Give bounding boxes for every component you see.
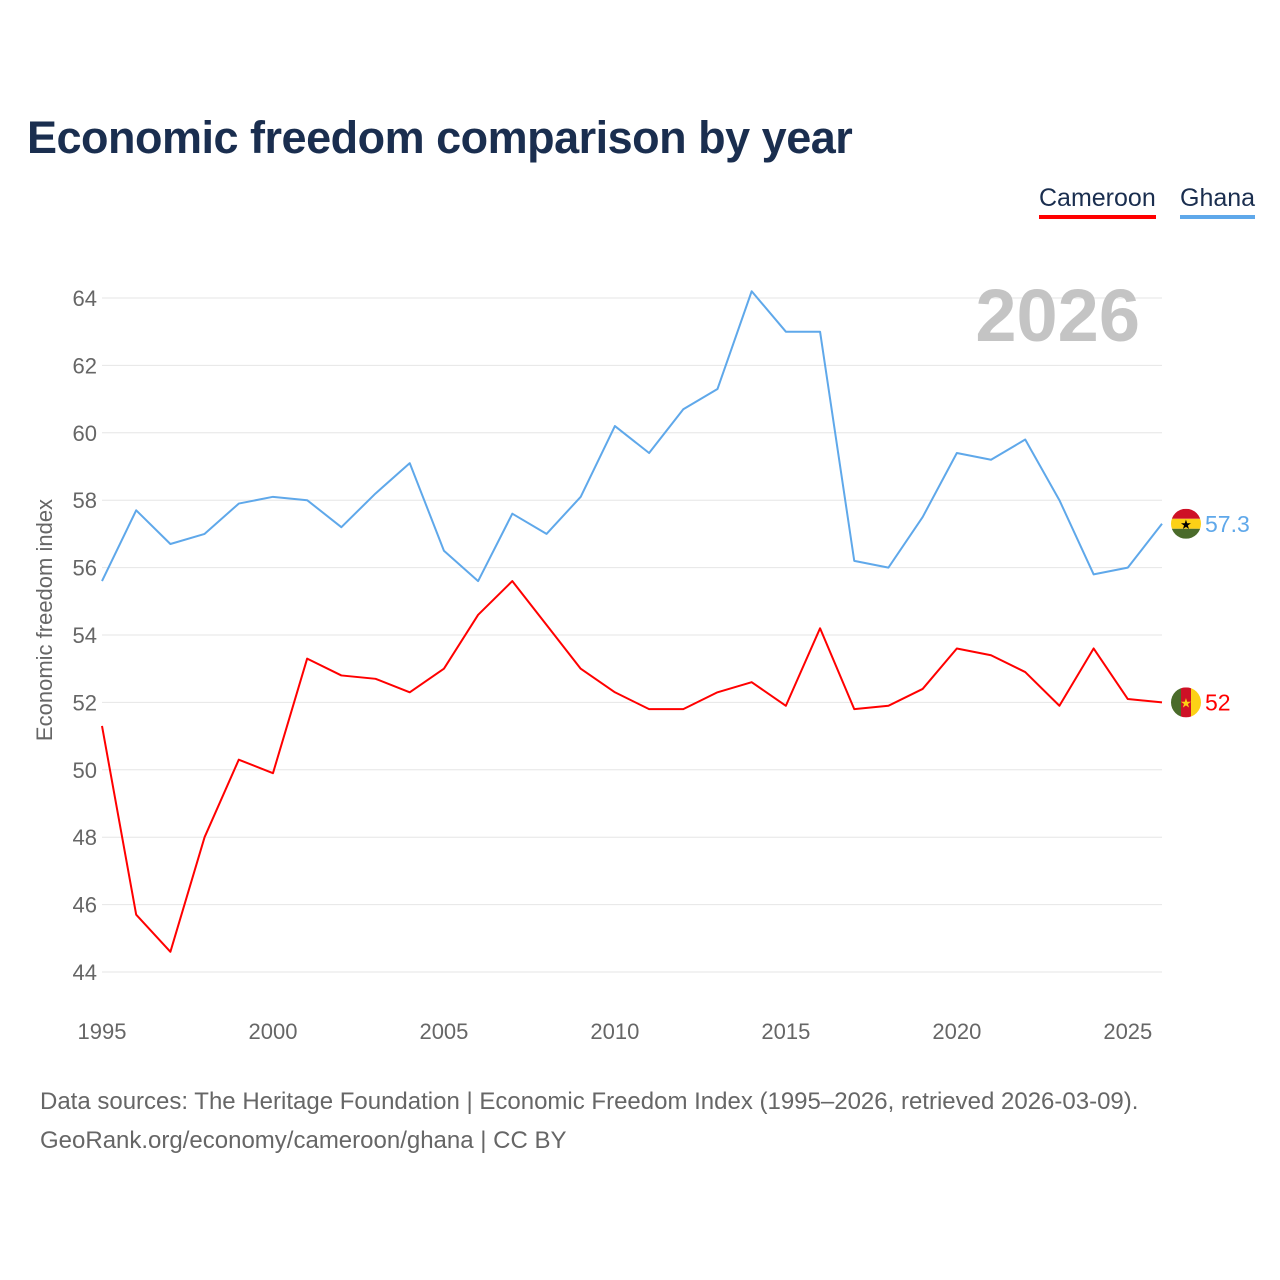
y-tick-label: 62 xyxy=(73,353,97,378)
flag-cameroon-icon: ★ xyxy=(1171,687,1201,718)
y-axis-label: Economic freedom index xyxy=(32,499,57,741)
end-value-label: 52 xyxy=(1205,689,1231,715)
flag-stripe xyxy=(1191,687,1201,718)
y-tick-label: 44 xyxy=(73,960,97,985)
flag-stripe xyxy=(1171,687,1181,718)
footer-sources: Data sources: The Heritage Foundation | … xyxy=(40,1088,1139,1115)
series-line-ghana xyxy=(101,290,1163,583)
y-tick-label: 50 xyxy=(73,758,97,783)
flag-stripe xyxy=(1171,518,1201,529)
y-tick-label: 54 xyxy=(73,623,97,648)
x-tick-label: 2000 xyxy=(248,1019,297,1044)
x-tick-label: 2005 xyxy=(419,1019,468,1044)
flag-ghana-icon: ★ xyxy=(1171,508,1201,539)
x-tick-label: 1995 xyxy=(78,1019,127,1044)
flag-stripe xyxy=(1171,508,1201,519)
y-tick-label: 46 xyxy=(73,893,97,918)
chart-title: Economic freedom comparison by year xyxy=(27,112,853,163)
x-tick-label: 2025 xyxy=(1103,1019,1152,1044)
star-icon: ★ xyxy=(1180,517,1192,532)
star-icon: ★ xyxy=(1180,695,1192,710)
x-tick-label: 2015 xyxy=(761,1019,810,1044)
y-tick-label: 48 xyxy=(73,825,97,850)
y-tick-label: 64 xyxy=(73,286,97,311)
y-tick-label: 60 xyxy=(73,421,97,446)
y-tick-label: 56 xyxy=(73,556,97,581)
year-watermark: 2026 xyxy=(975,274,1140,357)
y-tick-label: 52 xyxy=(73,690,97,715)
flag-stripe xyxy=(1171,528,1201,539)
y-tick-label: 58 xyxy=(73,488,97,513)
x-tick-label: 2020 xyxy=(932,1019,981,1044)
x-tick-label: 2010 xyxy=(590,1019,639,1044)
flag-stripe xyxy=(1181,687,1191,718)
end-value-label: 57.3 xyxy=(1205,511,1250,537)
series-line-cameroon xyxy=(101,580,1163,953)
legend-ghana[interactable]: Ghana xyxy=(1180,184,1256,219)
footer-credit: GeoRank.org/economy/cameroon/ghana | CC … xyxy=(40,1127,567,1154)
legend-cameroon[interactable]: Cameroon xyxy=(1039,184,1156,219)
